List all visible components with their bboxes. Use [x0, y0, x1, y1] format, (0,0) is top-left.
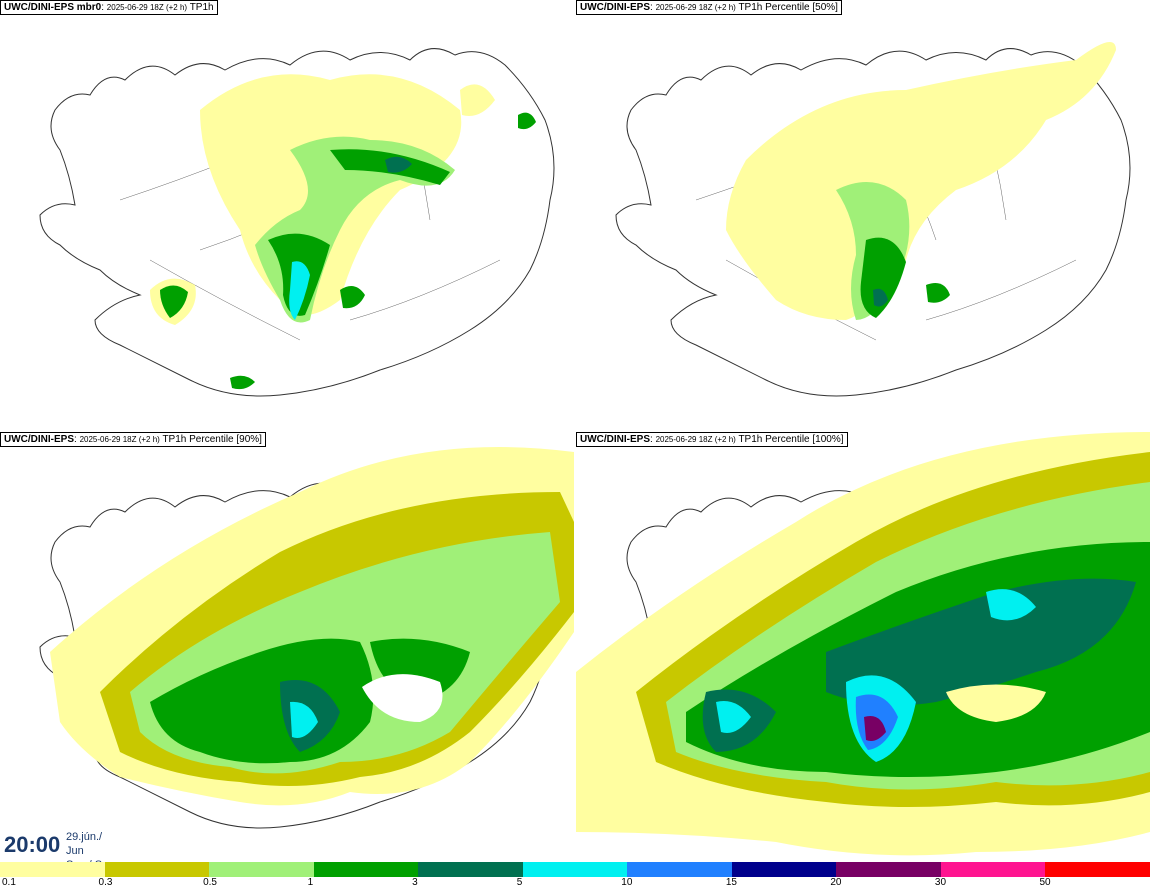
model-name: UWC/DINI-EPS mbr0	[4, 2, 102, 13]
field-name: TP1h	[189, 2, 214, 13]
map-panel-p100: UWC/DINI-EPS: 2025-06-29 18Z (+2 h) TP1h…	[576, 432, 1150, 862]
legend-tick-label: 1	[307, 877, 314, 888]
legend-tick-label: 20	[830, 877, 842, 888]
map-panel-p50: UWC/DINI-EPS: 2025-06-29 18Z (+2 h) TP1h…	[576, 0, 1150, 430]
map-panel-mbr0: UWC/DINI-EPS mbr0: 2025-06-29 18Z (+2 h)…	[0, 0, 574, 430]
precip-map	[615, 42, 1131, 397]
legend-color-segment	[836, 862, 942, 877]
precip-map	[576, 432, 1150, 856]
panel-title: UWC/DINI-EPS mbr0: 2025-06-29 18Z (+2 h)…	[0, 0, 218, 15]
legend-tick-label: 0.3	[98, 877, 113, 888]
legend-color-segment	[731, 862, 838, 877]
legend-tick-label: 15	[725, 877, 737, 888]
precip-areas	[150, 74, 536, 390]
run-info: 2025-06-29 18Z (+2 h)	[106, 3, 188, 12]
model-name: UWC/DINI-EPS	[4, 434, 74, 445]
precip-areas	[50, 447, 574, 806]
precip-areas	[726, 42, 1116, 320]
field-name: TP1h Percentile [50%]	[738, 2, 838, 13]
legend-color-segment	[940, 862, 1047, 877]
run-info: 2025-06-29 18Z (+2 h)	[79, 435, 160, 444]
run-info: 2025-06-29 18Z (+2 h)	[655, 3, 736, 12]
legend-color-segment	[627, 862, 733, 877]
legend-color-segment	[0, 862, 106, 877]
panel-title: UWC/DINI-EPS: 2025-06-29 18Z (+2 h) TP1h…	[0, 432, 266, 447]
legend-tick-label: 30	[934, 877, 947, 888]
precip-legend: 0.1 0.3 0.5 1 3 5 10 15 20 30 50	[0, 862, 1150, 891]
legend-tick-label: 50	[1039, 877, 1051, 888]
field-name: TP1h Percentile [100%]	[738, 434, 844, 445]
map-panel-p90: UWC/DINI-EPS: 2025-06-29 18Z (+2 h) TP1h…	[0, 432, 574, 862]
legend-color-segment	[104, 862, 211, 877]
legend-color-segment	[522, 862, 629, 877]
legend-color-segment	[1045, 862, 1150, 877]
panel-title: UWC/DINI-EPS: 2025-06-29 18Z (+2 h) TP1h…	[576, 0, 842, 15]
valid-date-line1: 29.jún./ Jun	[66, 831, 103, 857]
precip-map	[39, 48, 555, 397]
valid-time-box: 20:00 29.jún./ Jun Sun./ Sun	[0, 826, 120, 871]
legend-tick-label: 0.5	[203, 877, 217, 888]
legend-tick-label: 3	[412, 877, 418, 888]
run-info: 2025-06-29 18Z (+2 h)	[655, 435, 736, 444]
precip-areas	[576, 432, 1150, 856]
legend-color-segment	[418, 862, 524, 877]
model-name: UWC/DINI-EPS	[580, 2, 650, 13]
legend-color-segment	[313, 862, 420, 877]
legend-color-bar	[0, 862, 1150, 877]
precip-map	[39, 447, 574, 829]
panel-title: UWC/DINI-EPS: 2025-06-29 18Z (+2 h) TP1h…	[576, 432, 848, 447]
legend-tick-label: 10	[621, 877, 633, 888]
valid-time: 20:00	[4, 832, 61, 857]
legend-tick-label: 5	[516, 877, 523, 888]
legend-color-segment	[209, 862, 315, 877]
legend-tick-label: 0.1	[2, 877, 16, 888]
field-name: TP1h Percentile [90%]	[162, 434, 262, 445]
model-name: UWC/DINI-EPS	[580, 434, 650, 445]
